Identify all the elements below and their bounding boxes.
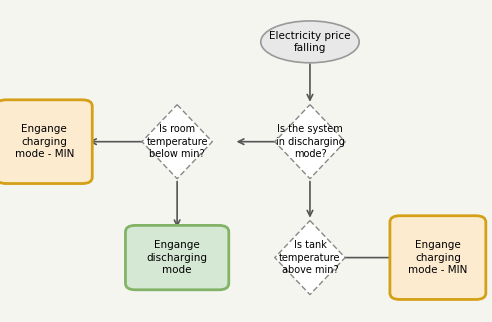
Text: Is the system
in discharging
mode?: Is the system in discharging mode? [276, 124, 344, 159]
Text: Is room
temperature
below min?: Is room temperature below min? [147, 124, 208, 159]
Text: Engange
discharging
mode: Engange discharging mode [147, 240, 208, 275]
Text: Engange
charging
mode - MIN: Engange charging mode - MIN [15, 124, 74, 159]
Polygon shape [142, 105, 213, 179]
Text: Engange
charging
mode - MIN: Engange charging mode - MIN [408, 240, 467, 275]
FancyBboxPatch shape [125, 225, 229, 290]
Text: Electricity price
falling: Electricity price falling [269, 31, 351, 53]
Ellipse shape [261, 21, 359, 63]
Polygon shape [275, 105, 345, 179]
Text: Is tank
temperature
above min?: Is tank temperature above min? [279, 240, 340, 275]
FancyBboxPatch shape [390, 216, 486, 299]
FancyBboxPatch shape [0, 100, 92, 184]
Polygon shape [275, 221, 345, 295]
